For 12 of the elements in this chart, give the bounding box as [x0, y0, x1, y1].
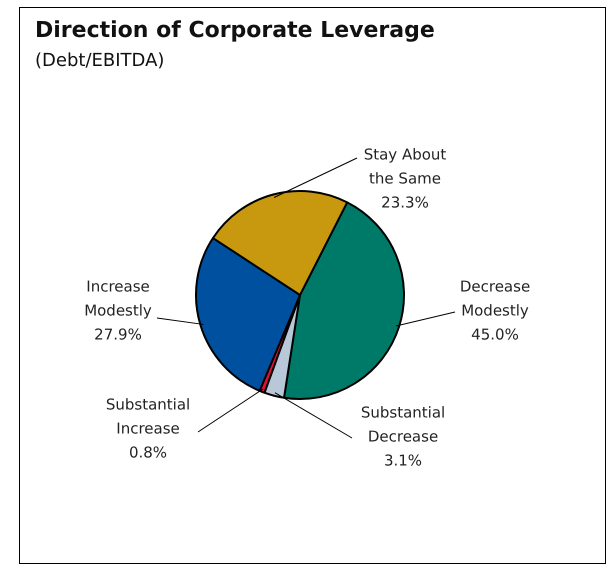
data-label: 3.1% [384, 451, 422, 470]
data-label: 27.9% [94, 325, 142, 344]
data-label: 23.3% [381, 193, 429, 212]
chart-title: Direction of Corporate Leverage [35, 18, 435, 43]
chart-subtitle: (Debt/EBITDA) [35, 50, 164, 71]
slice-label: Decrease Modestly [460, 277, 530, 320]
slice-label: Substantial Increase [106, 395, 190, 438]
data-label: 45.0% [471, 325, 519, 344]
slice-label: Stay About the Same [364, 145, 446, 188]
slice-label: Increase Modestly [84, 277, 152, 320]
data-label: 0.8% [128, 443, 168, 462]
slice-label: Substantial Decrease [360, 403, 446, 446]
